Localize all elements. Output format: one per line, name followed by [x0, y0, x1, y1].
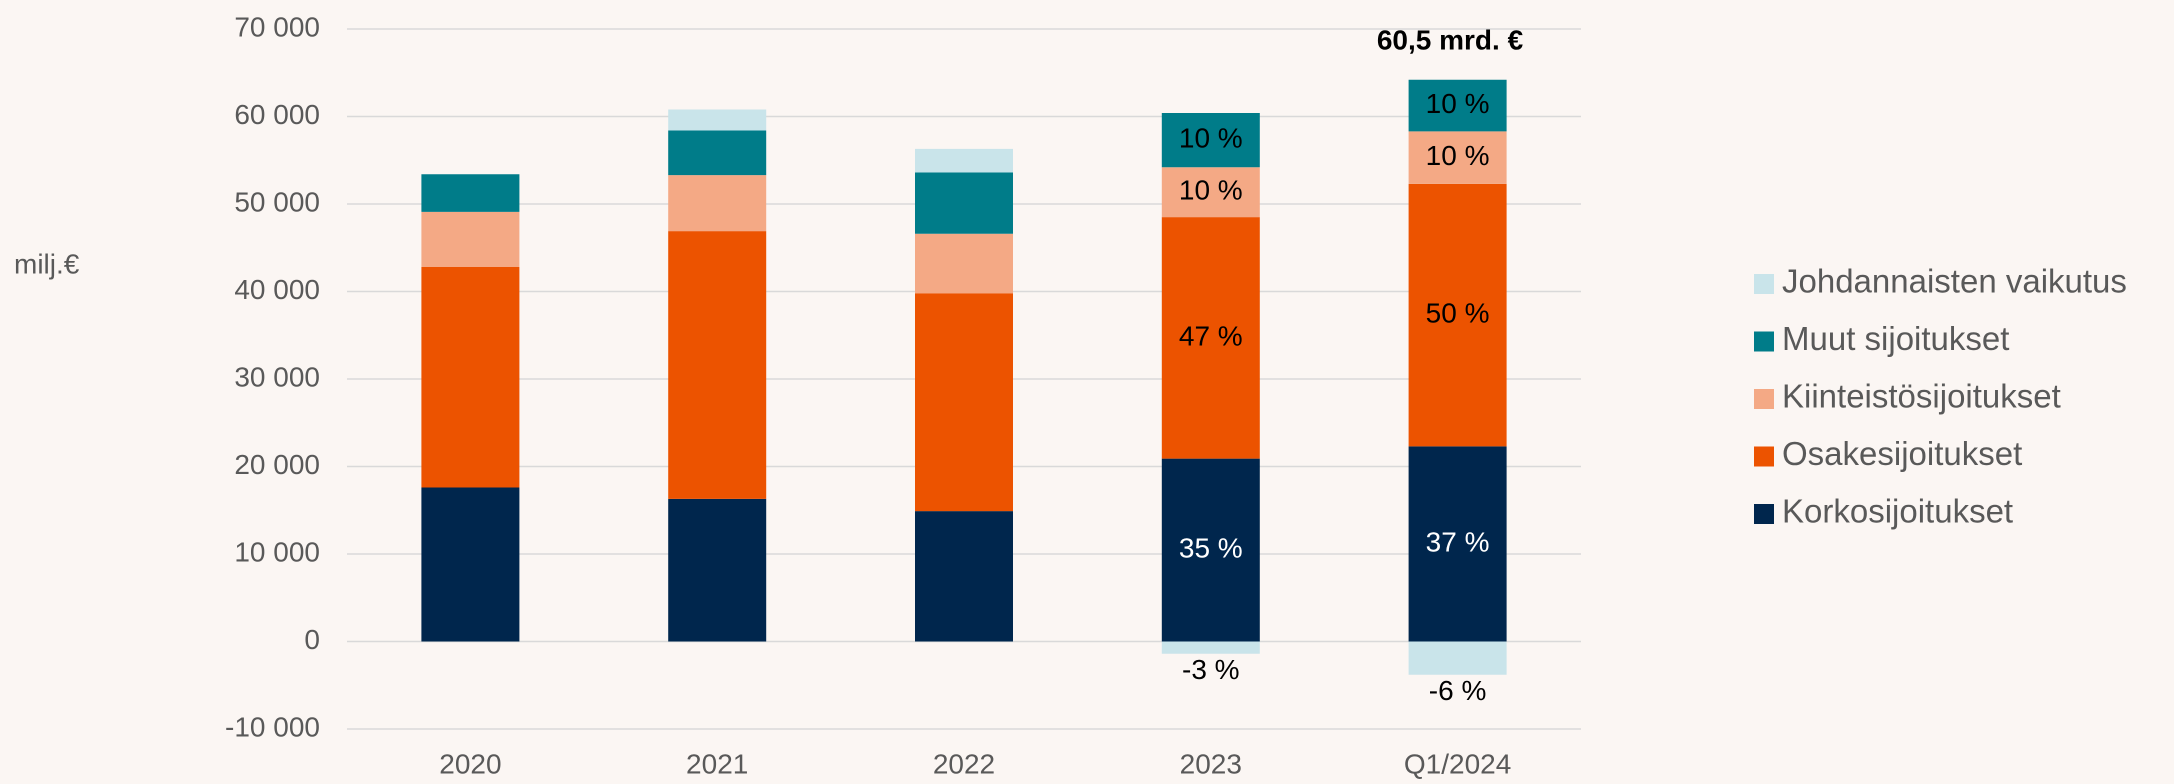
bar-segment: [1161, 458, 1260, 642]
bar-segment: [1408, 183, 1507, 447]
bar-segment: [421, 487, 520, 642]
y-tick-label: 10 000: [234, 536, 320, 567]
bar-segment: [915, 511, 1013, 642]
legend-swatch: [1754, 504, 1774, 524]
bar-segment: [668, 130, 767, 176]
data-label: 47 %: [1179, 320, 1243, 351]
y-tick-label: 20 000: [234, 449, 320, 480]
bar-segment: [421, 174, 520, 212]
bar-segment: [915, 148, 1013, 173]
legend-swatch: [1754, 389, 1774, 409]
y-tick-label: 50 000: [234, 186, 320, 217]
bar-segment: [1408, 79, 1507, 132]
bar-segment: [668, 109, 767, 131]
x-tick-label: 2022: [933, 748, 995, 779]
bar-segment: [915, 293, 1013, 512]
x-tick-label: Q1/2024: [1404, 748, 1511, 779]
bar-segment: [915, 233, 1013, 294]
bar-segment: [668, 175, 767, 232]
y-axis-label: milj.€: [14, 248, 80, 279]
legend-label: Korkosijoitukset: [1782, 493, 2013, 530]
annotation: 60,5 mrd. €: [1377, 24, 1524, 55]
legend-swatch: [1754, 446, 1774, 467]
y-tick-label: 70 000: [234, 11, 320, 42]
data-label: 10 %: [1179, 175, 1243, 206]
data-label: -3 %: [1182, 654, 1240, 685]
bar-segment: [668, 498, 767, 642]
bar-segment: [1161, 217, 1260, 459]
data-label: 35 %: [1179, 532, 1243, 563]
legend-swatch: [1754, 331, 1774, 352]
bar-segment: [915, 172, 1013, 234]
bar-segment: [668, 231, 767, 499]
bar-segment: [421, 211, 520, 267]
data-label: 37 %: [1426, 526, 1490, 557]
x-tick-label: 2021: [686, 748, 748, 779]
bar-segment: [1408, 446, 1507, 642]
legend-swatch: [1754, 274, 1774, 294]
data-label: 10 %: [1426, 88, 1490, 119]
bar-segment: [1161, 167, 1260, 218]
bar-segment: [1161, 641, 1260, 654]
legend-label: Kiinteistösijoitukset: [1782, 378, 2061, 415]
y-tick-label: 60 000: [234, 99, 320, 130]
legend-label: Muut sijoitukset: [1782, 320, 2009, 357]
bar-segment: [1408, 131, 1507, 184]
x-tick-label: 2020: [439, 748, 501, 779]
bar-segment: [421, 267, 520, 488]
y-tick-label: 40 000: [234, 274, 320, 305]
data-label: 10 %: [1426, 140, 1490, 171]
bar-segment: [1161, 113, 1260, 168]
data-label: -6 %: [1429, 675, 1487, 706]
x-tick-label: 2023: [1180, 748, 1242, 779]
bar-segment: [1408, 641, 1507, 675]
legend-label: Osakesijoitukset: [1782, 435, 2022, 472]
y-tick-label: -10 000: [225, 711, 320, 742]
y-tick-label: 0: [304, 624, 320, 655]
y-tick-label: 30 000: [234, 361, 320, 392]
data-label: 10 %: [1179, 123, 1243, 154]
legend-label: Johdannaisten vaikutus: [1782, 263, 2127, 300]
data-label: 50 %: [1426, 298, 1490, 329]
